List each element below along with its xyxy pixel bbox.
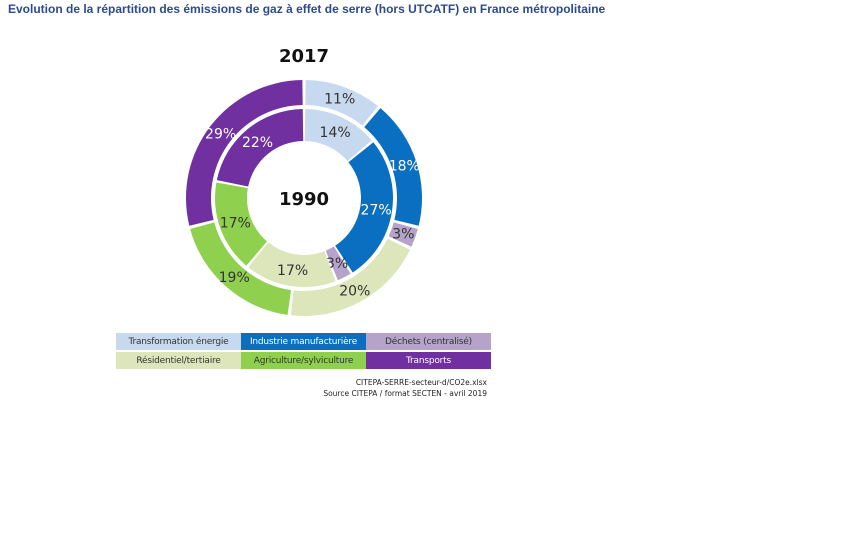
legend-item-transformation-energie: Transformation énergie <box>116 333 241 350</box>
inner-slice-label-2: 3% <box>326 256 348 272</box>
legend-item-dechets: Déchets (centralisé) <box>366 333 491 350</box>
outer-slice-4 <box>190 222 292 315</box>
inner-slice-label-1: 27% <box>361 202 392 218</box>
inner-slice-label-0: 14% <box>320 125 351 141</box>
inner-slice-label-3: 17% <box>277 263 308 279</box>
outer-slice-label-3: 20% <box>339 284 370 300</box>
outer-ring-year-label: 2017 <box>279 46 329 67</box>
outer-slice-label-4: 19% <box>219 270 250 286</box>
outer-slice-5 <box>186 80 303 226</box>
source-credit: Source CITEPA / format SECTEN - avril 20… <box>323 389 487 398</box>
outer-slice-2 <box>388 222 418 247</box>
chart-title: Evolution de la répartition des émission… <box>8 2 606 16</box>
outer-slice-label-5: 29% <box>205 126 236 142</box>
inner-slice-4 <box>214 182 268 266</box>
inner-slice-label-5: 22% <box>242 135 273 151</box>
inner-slice-2 <box>325 246 351 281</box>
inner-slice-1 <box>335 142 393 273</box>
outer-slice-1 <box>364 108 422 226</box>
inner-slice-3 <box>248 242 336 287</box>
donut-chart: 14%27%3%17%17%22%11%18%3%20%19%29%199020… <box>186 46 422 316</box>
inner-ring-year-label: 1990 <box>279 189 329 210</box>
legend-item-agriculture-sylviculture: Agriculture/sylviculture <box>241 352 366 369</box>
legend-item-industrie-manufacturiere: Industrie manufacturière <box>241 333 366 350</box>
source-file: CITEPA-SERRE-secteur-d/CO2e.xlsx <box>355 378 487 387</box>
legend: Transformation énergie Industrie manufac… <box>116 333 491 369</box>
source-note: CITEPA-SERRE-secteur-d/CO2e.xlsx Source … <box>250 377 487 399</box>
outer-slice-label-0: 11% <box>324 92 355 108</box>
legend-item-transports: Transports <box>366 352 491 369</box>
inner-slice-0 <box>304 109 372 162</box>
legend-item-residentiel-tertiaire: Résidentiel/tertiaire <box>116 352 241 369</box>
inner-slice-5 <box>216 109 304 187</box>
outer-slice-3 <box>290 238 411 316</box>
outer-slice-label-2: 3% <box>392 227 414 243</box>
outer-slice-label-1: 18% <box>389 158 420 174</box>
inner-slice-label-4: 17% <box>220 216 251 232</box>
outer-slice-0 <box>305 80 378 126</box>
